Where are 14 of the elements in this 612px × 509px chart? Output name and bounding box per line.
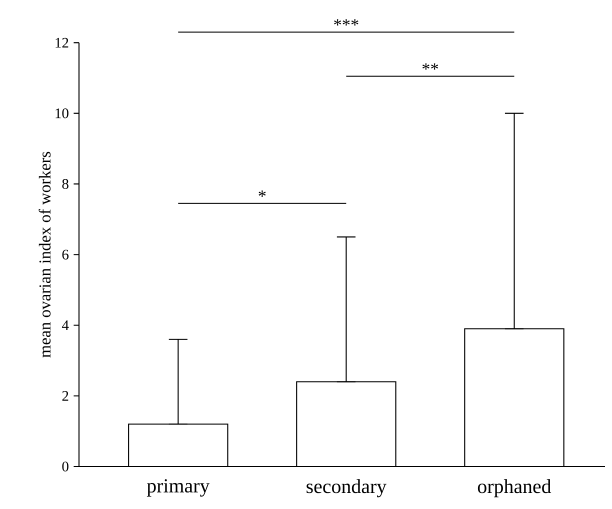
x-tick-label: primary [146, 479, 210, 497]
annotation: * [258, 190, 266, 197]
y-axis-title: mean ovarian index of workers [38, 152, 51, 358]
x-tick-label: orphaned [478, 479, 552, 498]
annotation: ** [422, 63, 438, 70]
y-tick-label: 12 [56, 38, 68, 48]
y-tick-label: 10 [56, 108, 68, 118]
y-tick-label: 6 [62, 250, 69, 260]
x-tick-label: secondary [306, 479, 387, 498]
y-tick-label: 2 [62, 391, 68, 401]
y-tick-label: 8 [62, 179, 68, 189]
text: *** [334, 19, 358, 26]
y-tick-label: 4 [62, 320, 69, 330]
y-tick-label: 0 [62, 462, 68, 472]
